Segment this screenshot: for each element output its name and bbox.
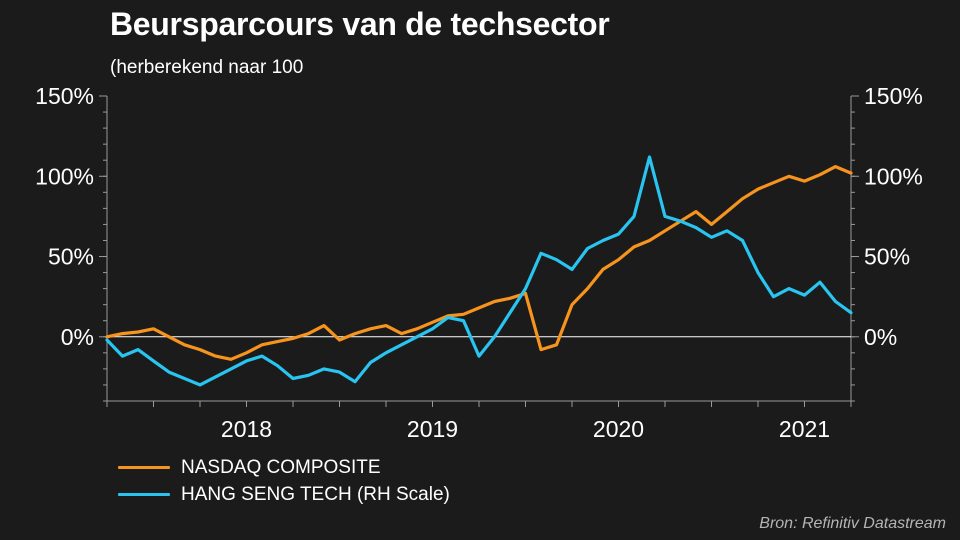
y-tick-label-left: 100% [35, 163, 94, 189]
y-tick-label-right: 150% [864, 83, 923, 109]
y-tick-label-right: 100% [864, 163, 923, 189]
y-tick-label-right: 50% [864, 244, 910, 270]
legend-label-hang-seng: HANG SENG TECH (RH Scale) [181, 483, 450, 505]
y-tick-label-right: 0% [864, 324, 897, 350]
x-tick-label: 2018 [221, 416, 272, 442]
chart-title: Beursparcours van de techsector [110, 6, 610, 42]
x-tick-label: 2020 [593, 416, 644, 442]
y-tick-label-left: 0% [61, 324, 94, 350]
series-line-nasdaq [105, 165, 853, 361]
legend-swatch-hang-seng [118, 493, 170, 496]
x-tick-label: 2019 [407, 416, 458, 442]
chart-subtitle: (herberekend naar 100 [110, 57, 304, 78]
series-line-hang-seng [105, 155, 853, 387]
source-note: Bron: Refinitiv Datastream [759, 515, 946, 532]
legend-item-nasdaq: NASDAQ COMPOSITE [118, 454, 450, 481]
y-tick-label-left: 50% [48, 244, 94, 270]
legend-label-nasdaq: NASDAQ COMPOSITE [181, 456, 381, 478]
legend-item-hang-seng: HANG SENG TECH (RH Scale) [118, 481, 450, 508]
legend: NASDAQ COMPOSITE HANG SENG TECH (RH Scal… [118, 454, 450, 508]
x-tick-label: 2021 [779, 416, 830, 442]
y-tick-label-left: 150% [35, 83, 94, 109]
legend-swatch-nasdaq [118, 466, 170, 469]
